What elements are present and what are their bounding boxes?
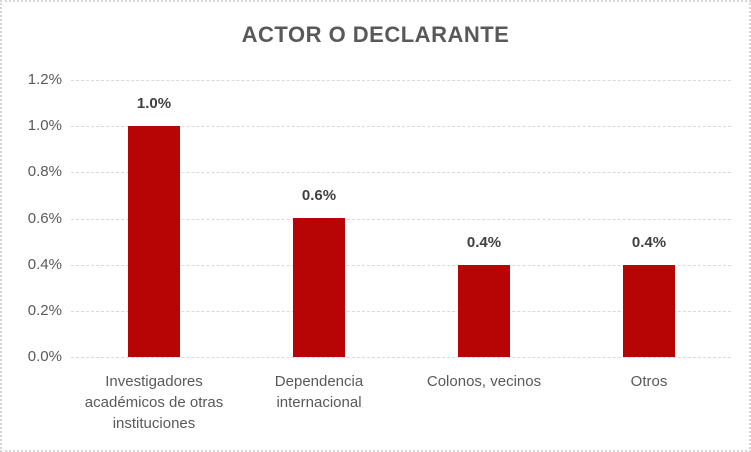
gridline	[71, 264, 731, 266]
x-axis-category-label: Dependencia internacional	[274, 373, 364, 411]
gridline	[71, 357, 731, 358]
gridline	[71, 310, 731, 312]
y-axis-tick-label: 0.6%	[27, 209, 62, 227]
gridline	[71, 80, 731, 81]
bar-data-label: 0.4%	[631, 234, 667, 251]
bar-data-label: 0.4%	[466, 234, 502, 251]
gridline	[71, 172, 731, 174]
y-axis-tick-label: 0.8%	[27, 163, 62, 181]
bar-data-label: 0.6%	[301, 187, 337, 204]
chart-title: ACTOR O DECLARANTE	[241, 22, 510, 47]
bar-data-label: 1.0%	[136, 95, 172, 112]
gridline	[71, 126, 731, 128]
gridline	[71, 218, 731, 220]
bar	[458, 265, 510, 357]
bar	[128, 126, 180, 357]
y-axis-tick-label: 0.4%	[27, 255, 62, 273]
y-axis-tick-label: 1.0%	[27, 117, 62, 135]
bar	[293, 218, 345, 357]
x-axis-category-label: Investigadores académicos de otras insti…	[84, 373, 224, 432]
bar	[623, 265, 675, 357]
y-axis-tick-label: 0.0%	[27, 348, 62, 365]
y-axis-tick-label: 0.2%	[27, 301, 62, 319]
x-axis-category-label: Colonos, vecinos	[426, 373, 542, 390]
x-axis-category-label: Otros	[630, 373, 668, 390]
y-axis-tick-label: 1.2%	[27, 71, 62, 88]
